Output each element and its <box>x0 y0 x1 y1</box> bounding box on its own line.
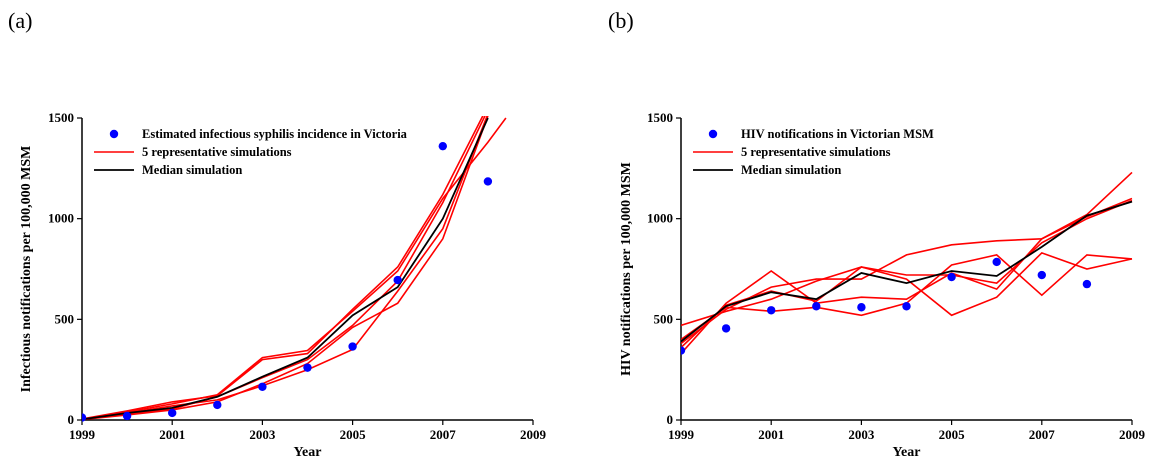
x-tick-label: 1999 <box>69 427 96 442</box>
x-tick-label: 2007 <box>1029 427 1056 442</box>
y-tick-label: 1500 <box>647 110 673 125</box>
simulation-line <box>82 116 484 420</box>
plot-area <box>82 116 507 422</box>
observed-point <box>767 306 776 315</box>
x-tick-label: 2005 <box>340 427 367 442</box>
observed-point <box>483 177 493 186</box>
x-tick-label: 2001 <box>159 427 185 442</box>
observed-point <box>168 408 177 418</box>
simulation-line <box>681 197 1133 345</box>
y-tick-label: 0 <box>68 412 75 427</box>
observed-point <box>947 272 956 282</box>
x-tick-label: 2009 <box>1119 427 1146 442</box>
x-tick-label: 2007 <box>430 427 457 442</box>
observed-point <box>393 275 402 285</box>
y-tick-label: 1500 <box>48 110 74 125</box>
legend-label-median: Median simulation <box>142 163 242 177</box>
legend-label-simulations: 5 representative simulations <box>142 145 292 159</box>
median-simulation-line <box>681 200 1133 343</box>
x-axis-title: Year <box>893 445 921 460</box>
simulation-line <box>681 251 1133 327</box>
simulation-line <box>82 116 489 421</box>
x-tick-label: 2003 <box>848 427 875 442</box>
observed-point <box>992 257 1001 267</box>
observed-point <box>681 346 686 355</box>
observed-point <box>348 342 357 351</box>
simulation-line <box>681 171 1133 355</box>
observed-point <box>122 411 132 421</box>
y-axis-title: HIV notifications per 100,000 MSM <box>619 162 634 376</box>
panel-label-b: (b) <box>608 8 634 33</box>
y-axis-title: Infectious notifications per 100,000 MSM <box>19 146 34 393</box>
observed-point <box>1082 279 1092 289</box>
x-tick-label: 2003 <box>249 427 276 442</box>
x-tick-label: 2005 <box>939 427 966 442</box>
y-tick-label: 1000 <box>647 211 673 226</box>
observed-point <box>303 363 312 372</box>
observed-point <box>438 141 447 151</box>
observed-point <box>82 413 87 422</box>
x-tick-label: 2001 <box>758 427 784 442</box>
observed-point <box>857 303 866 312</box>
legend-marker-observed <box>109 129 119 139</box>
simulation-line <box>82 117 507 420</box>
observed-point <box>902 302 911 311</box>
simulation-line <box>681 199 1133 349</box>
x-axis-title: Year <box>294 445 322 460</box>
median-simulation-line <box>82 117 489 421</box>
plot-area <box>681 171 1133 355</box>
y-tick-label: 1000 <box>48 211 74 226</box>
observed-point <box>812 302 821 311</box>
observed-point <box>721 324 731 333</box>
y-tick-label: 500 <box>55 311 75 326</box>
observed-point <box>1037 270 1047 280</box>
x-tick-label: 2009 <box>520 427 547 442</box>
simulation-line <box>681 254 1133 341</box>
observed-point <box>213 400 222 410</box>
y-tick-label: 0 <box>667 412 674 427</box>
observed-point <box>258 382 267 391</box>
simulation-line <box>82 116 486 421</box>
legend-label-median: Median simulation <box>741 163 841 177</box>
y-tick-label: 500 <box>654 311 674 326</box>
x-tick-label: 1999 <box>668 427 695 442</box>
legend-label-observed: Estimated infectious syphilis incidence … <box>142 127 408 141</box>
legend-marker-observed <box>708 129 718 139</box>
legend-label-observed: HIV notifications in Victorian MSM <box>741 127 934 141</box>
simulation-line <box>82 116 488 421</box>
panel-label-a: (a) <box>8 8 33 33</box>
legend-label-simulations: 5 representative simulations <box>741 145 891 159</box>
